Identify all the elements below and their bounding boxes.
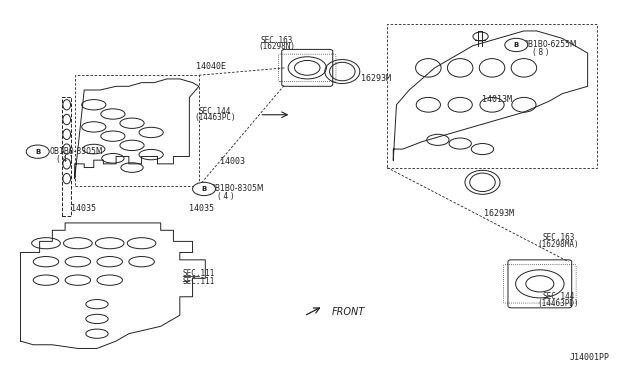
Text: (16298N): (16298N) <box>258 42 295 51</box>
Text: 0B1B0-8305M: 0B1B0-8305M <box>211 185 264 193</box>
Text: 14040E: 14040E <box>196 61 226 71</box>
Text: B: B <box>35 149 40 155</box>
Text: 14003: 14003 <box>220 157 245 166</box>
Text: (16298MA): (16298MA) <box>538 240 579 249</box>
Text: SEC.163: SEC.163 <box>542 233 575 242</box>
Text: ( 4 ): ( 4 ) <box>218 192 234 201</box>
Text: ( 4 ): ( 4 ) <box>58 155 73 164</box>
Text: SEC.111: SEC.111 <box>183 269 216 278</box>
Text: SEC.111: SEC.111 <box>183 277 216 286</box>
Text: SEC.163: SEC.163 <box>260 36 293 45</box>
Text: 16293M: 16293M <box>362 74 392 83</box>
Circle shape <box>505 38 528 52</box>
Text: J14001PP: J14001PP <box>570 353 610 362</box>
Text: 14035: 14035 <box>189 203 214 213</box>
Text: (14463PD): (14463PD) <box>538 299 579 308</box>
Text: 16293M: 16293M <box>484 209 514 218</box>
Text: FRONT: FRONT <box>332 307 365 317</box>
Text: 0B1B0-6255M: 0B1B0-6255M <box>524 41 577 49</box>
Text: SEC.144: SEC.144 <box>198 106 231 116</box>
Text: 0B1B0-8305M: 0B1B0-8305M <box>49 147 102 156</box>
Text: SEC.144: SEC.144 <box>542 292 575 301</box>
Text: 14013M: 14013M <box>483 95 513 104</box>
Circle shape <box>26 145 49 158</box>
Text: B: B <box>202 186 207 192</box>
Text: (14463PC): (14463PC) <box>194 113 236 122</box>
Text: ( 8 ): ( 8 ) <box>534 48 549 57</box>
Text: B: B <box>514 42 519 48</box>
Text: 14035: 14035 <box>72 203 97 213</box>
Circle shape <box>193 182 216 196</box>
